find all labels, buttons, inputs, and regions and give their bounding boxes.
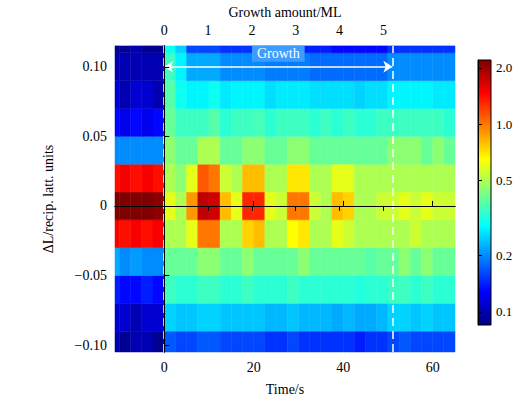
svg-text:1.0: 1.0 (496, 117, 512, 132)
svg-text:0.10: 0.10 (83, 59, 108, 74)
svg-text:20: 20 (247, 360, 261, 375)
svg-text:0: 0 (161, 360, 168, 375)
svg-text:1: 1 (205, 23, 212, 38)
svg-text:0.05: 0.05 (83, 129, 108, 144)
svg-text:4: 4 (336, 23, 343, 38)
svg-text:−0.05: −0.05 (75, 268, 107, 283)
svg-text:ΔL/recip. latt. units: ΔL/recip. latt. units (41, 145, 56, 254)
svg-text:Time/s: Time/s (266, 382, 304, 397)
svg-text:40: 40 (336, 360, 350, 375)
svg-text:−0.10: −0.10 (75, 338, 107, 353)
svg-text:2.0: 2.0 (496, 60, 512, 75)
svg-text:60: 60 (426, 360, 440, 375)
svg-text:0.5: 0.5 (496, 173, 512, 188)
svg-text:Growth amount/ML: Growth amount/ML (228, 5, 341, 20)
svg-text:0.2: 0.2 (496, 248, 512, 263)
svg-text:Growth: Growth (257, 46, 300, 61)
svg-text:5: 5 (380, 23, 387, 38)
svg-text:0: 0 (100, 198, 107, 213)
svg-text:0.1: 0.1 (496, 304, 512, 319)
svg-text:2: 2 (248, 23, 255, 38)
svg-text:3: 3 (292, 23, 299, 38)
svg-text:0: 0 (161, 23, 168, 38)
